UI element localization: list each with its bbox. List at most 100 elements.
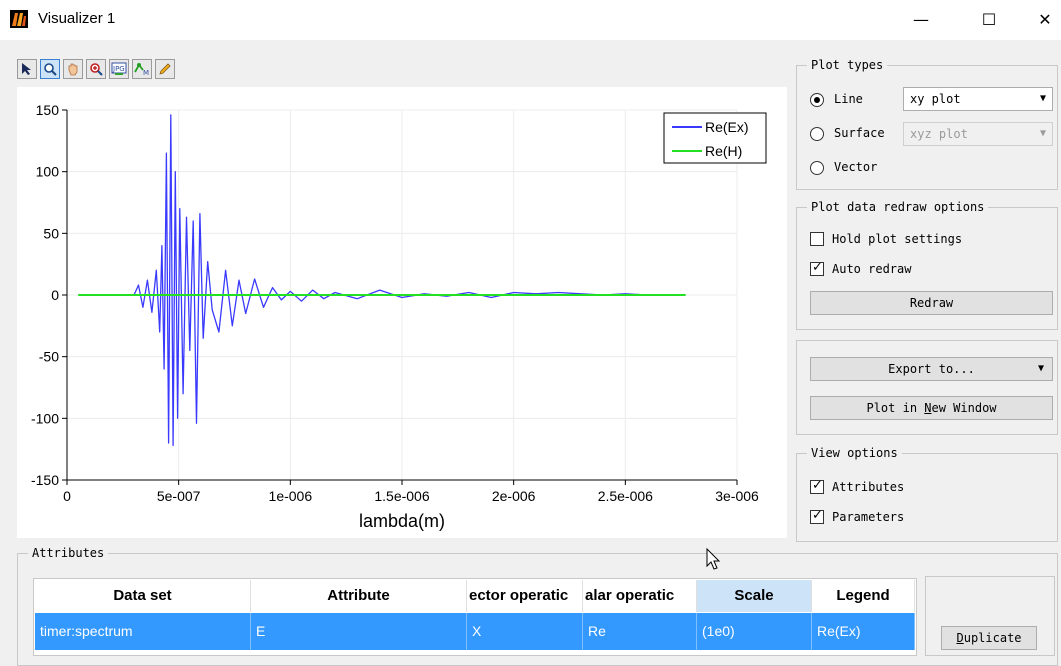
x-tick-label: 2e-006 <box>492 488 536 504</box>
line-chart[interactable]: 150 100 50 0 -50 -100 -150 0 5e-007 1e-006 1.5e-0… <box>17 87 787 538</box>
marker-tool-button[interactable]: M <box>132 59 152 79</box>
table-cell-scalar-operation[interactable]: Re <box>583 613 697 650</box>
attributes-view-checkbox[interactable] <box>810 478 824 494</box>
zoom-tool-button[interactable] <box>40 59 60 79</box>
hold-plot-settings-checkbox[interactable] <box>810 232 824 246</box>
plot-in-new-window-label-suffix: ew Window <box>931 401 997 415</box>
export-jpg-tool-button[interactable]: JPG <box>109 59 129 79</box>
attributes-view-label: Attributes <box>832 480 905 494</box>
table-cell-data-set[interactable]: timer:spectrum <box>35 613 251 650</box>
chevron-down-icon: ▼ <box>1037 363 1044 374</box>
x-tick-label: 0 <box>63 488 71 504</box>
pan-tool-button[interactable] <box>63 59 83 79</box>
app-logo-icon <box>10 10 28 28</box>
auto-redraw-label: Auto redraw <box>832 262 912 276</box>
series-lines <box>78 114 686 447</box>
line-plot-type-combo[interactable]: xy plot ▼ <box>903 87 1053 111</box>
surface-radio[interactable] <box>810 127 824 141</box>
maximize-button[interactable]: ☐ <box>966 4 1012 36</box>
y-tick-label: 50 <box>43 225 59 241</box>
attributes-legend: Attributes <box>32 546 105 560</box>
export-jpg-icon: JPG <box>111 62 127 75</box>
pan-hand-icon <box>68 63 78 76</box>
svg-text:M: M <box>143 69 149 76</box>
hold-plot-settings-label: Hold plot settings <box>832 232 963 246</box>
table-cell-attribute[interactable]: E <box>251 613 467 650</box>
column-header-attribute[interactable]: Attribute <box>251 580 467 612</box>
parameters-view-label: Parameters <box>832 510 905 524</box>
close-icon: ✕ <box>1038 10 1052 29</box>
svg-text:JPG: JPG <box>112 65 125 73</box>
plot-area[interactable]: 150 100 50 0 -50 -100 -150 0 5e-007 1e-006 1.5e-0… <box>17 87 787 538</box>
export-group <box>796 340 1058 435</box>
view-options-legend: View options <box>811 446 898 460</box>
title-bar: Visualizer 1 — ☐ ✕ <box>0 0 1061 40</box>
duplicate-mnemonic: D <box>956 631 964 645</box>
y-tick-label: -50 <box>39 349 59 365</box>
x-tick-label: 1e-006 <box>269 488 313 504</box>
redraw-button[interactable]: Redraw <box>810 291 1053 315</box>
redraw-options-group: Plot data redraw options <box>796 200 1058 330</box>
y-tick-label: 100 <box>36 164 60 180</box>
vector-radio[interactable] <box>810 161 824 175</box>
marker-icon: M <box>134 63 149 76</box>
window-title: Visualizer 1 <box>38 10 116 27</box>
series-line-1 <box>133 114 686 447</box>
legend-label-series2: Re(H) <box>705 143 742 159</box>
zoom-region-icon <box>90 63 103 76</box>
pencil-icon <box>159 63 171 75</box>
x-axis-ticks: 0 5e-007 1e-006 1.5e-006 2e-006 2.5e-006 3e-00… <box>63 480 759 504</box>
select-tool-button[interactable] <box>17 59 37 79</box>
zoom-icon <box>44 63 57 76</box>
x-tick-label: 2.5e-006 <box>598 488 653 504</box>
column-header-scalar-operation[interactable]: alar operatic <box>583 580 697 612</box>
line-radio[interactable] <box>810 93 824 107</box>
export-to-label: Export to... <box>888 362 975 376</box>
y-tick-label: -150 <box>31 472 59 488</box>
redraw-options-legend: Plot data redraw options <box>811 200 985 214</box>
line-radio-label: Line <box>834 92 863 106</box>
x-axis-label: lambda(m) <box>359 511 445 531</box>
plot-types-group: Plot types <box>796 58 1058 190</box>
surface-radio-label: Surface <box>834 126 885 140</box>
auto-redraw-checkbox[interactable] <box>810 260 824 276</box>
chevron-down-icon: ▼ <box>1039 128 1046 139</box>
pencil-tool-button[interactable] <box>155 59 175 79</box>
surface-plot-type-combo[interactable]: xyz plot ▼ <box>903 122 1053 146</box>
vector-radio-label: Vector <box>834 160 878 174</box>
mouse-cursor-icon <box>706 548 721 570</box>
plot-in-new-window-button[interactable]: Plot in New Window <box>810 396 1053 420</box>
y-axis-ticks: 150 100 50 0 -50 -100 -150 <box>31 102 67 488</box>
table-cell-vector-operation[interactable]: X <box>467 613 583 650</box>
plot-in-new-window-mnemonic: N <box>924 401 932 415</box>
x-tick-label: 1.5e-006 <box>374 488 429 504</box>
view-options-group: View options <box>796 446 1058 542</box>
minimize-button[interactable]: — <box>898 4 944 36</box>
line-plot-type-value: xy plot <box>910 92 961 106</box>
minimize-icon: — <box>913 10 929 29</box>
maximize-icon: ☐ <box>981 10 997 29</box>
column-header-scale[interactable]: Scale <box>697 580 812 612</box>
select-arrow-icon <box>22 63 31 75</box>
chevron-down-icon: ▼ <box>1039 93 1046 104</box>
table-cell-scale[interactable]: (1e0) <box>697 613 812 650</box>
parameters-view-checkbox[interactable] <box>810 508 824 524</box>
x-tick-label: 3e-006 <box>715 488 759 504</box>
close-button[interactable]: ✕ <box>1022 4 1061 36</box>
column-header-legend[interactable]: Legend <box>812 580 915 612</box>
plot-types-legend: Plot types <box>811 58 884 72</box>
export-to-button[interactable]: Export to... ▼ <box>810 357 1053 381</box>
x-tick-label: 5e-007 <box>157 488 201 504</box>
column-header-data-set[interactable]: Data set <box>35 580 251 612</box>
column-header-vector-operation[interactable]: ector operatic <box>467 580 583 612</box>
y-tick-label: -100 <box>31 410 59 426</box>
surface-plot-type-value: xyz plot <box>910 127 968 141</box>
chart-legend: Re(Ex) Re(H) <box>663 112 767 164</box>
duplicate-button[interactable]: Duplicate <box>941 626 1037 650</box>
table-cell-legend[interactable]: Re(Ex) <box>812 613 915 650</box>
legend-label-series1: Re(Ex) <box>705 119 749 135</box>
zoom-region-tool-button[interactable] <box>86 59 106 79</box>
plot-in-new-window-label-prefix: Plot in <box>866 401 925 415</box>
y-tick-label: 0 <box>51 287 59 303</box>
y-tick-label: 150 <box>36 102 60 118</box>
